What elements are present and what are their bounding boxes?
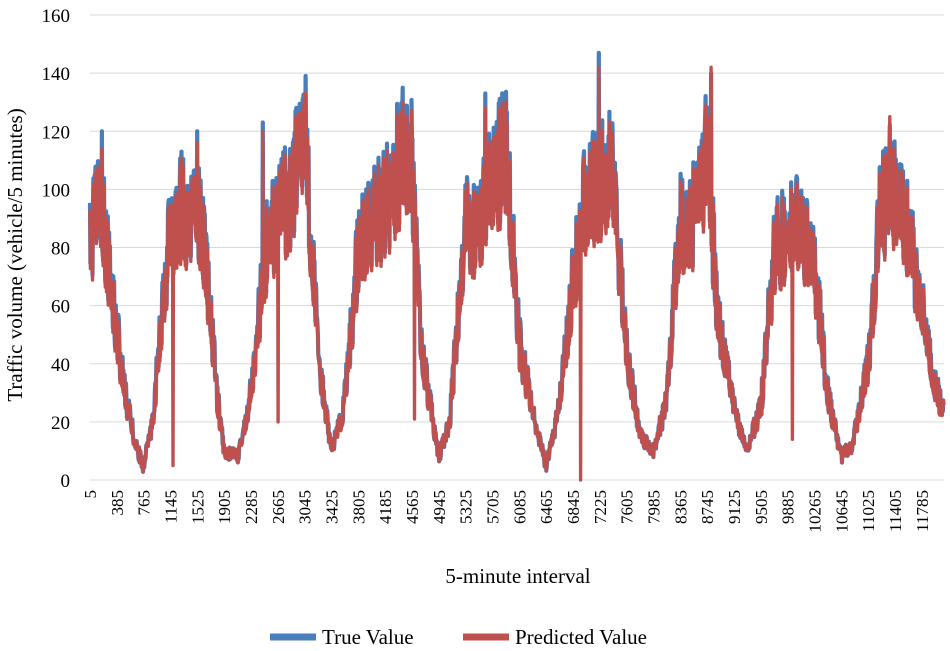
x-tick-label: 1145 xyxy=(161,490,180,523)
x-tick-label: 5 xyxy=(81,490,100,499)
x-tick-label: 1525 xyxy=(188,490,207,524)
y-tick-label: 20 xyxy=(51,413,70,434)
x-tick-label: 3425 xyxy=(322,490,341,524)
x-tick-label: 385 xyxy=(108,490,127,516)
x-tick-label: 9885 xyxy=(779,490,798,524)
x-tick-label: 11785 xyxy=(913,490,932,532)
x-tick-label: 9505 xyxy=(752,490,771,524)
x-tick-label: 7225 xyxy=(591,490,610,524)
x-tick-label: 1905 xyxy=(215,490,234,524)
x-tick-label: 4565 xyxy=(403,490,422,524)
x-tick-label: 6085 xyxy=(510,490,529,524)
x-tick-label: 4185 xyxy=(376,490,395,524)
y-tick-label: 60 xyxy=(51,297,70,318)
x-tick-label: 765 xyxy=(135,490,154,516)
x-tick-labels: 5 385 765 1145 1525 1905 2285 2665 3045 3425 3805 4… xyxy=(81,490,932,533)
x-tick-label: 11025 xyxy=(859,490,878,532)
legend-label-true-value: True Value xyxy=(322,625,414,649)
x-tick-label: 9125 xyxy=(725,490,744,524)
y-tick-label: 160 xyxy=(42,6,71,27)
series-line-predicted-value xyxy=(88,65,946,482)
x-tick-label: 8365 xyxy=(671,490,690,524)
y-tick-label: 80 xyxy=(51,239,70,260)
y-tick-label: 140 xyxy=(42,64,71,85)
x-tick-label: 3805 xyxy=(349,490,368,524)
x-tick-label: 4945 xyxy=(430,490,449,524)
series-layer xyxy=(87,50,946,482)
y-tick-label: 100 xyxy=(42,180,71,201)
x-tick-label: 2665 xyxy=(269,490,288,524)
x-tick-label: 7985 xyxy=(644,490,663,524)
y-tick-label: 0 xyxy=(61,471,71,492)
x-tick-label: 5325 xyxy=(457,490,476,524)
legend: True Value Predicted Value xyxy=(270,625,647,649)
x-axis-title: 5-minute interval xyxy=(445,564,590,588)
y-tick-labels: 0 20 40 60 80 100 120 140 160 xyxy=(42,6,71,492)
x-tick-label: 3045 xyxy=(296,490,315,524)
x-tick-label: 7605 xyxy=(618,490,637,524)
y-axis-title: Traffic volume (vehicle/5 minutes) xyxy=(3,108,27,401)
y-tick-label: 40 xyxy=(51,355,70,376)
x-tick-label: 10265 xyxy=(805,490,824,533)
x-tick-label: 8745 xyxy=(698,490,717,524)
x-tick-label: 10645 xyxy=(832,490,851,533)
y-tick-label: 120 xyxy=(42,122,71,143)
x-tick-label: 6465 xyxy=(537,490,556,524)
x-tick-label: 5705 xyxy=(483,490,502,524)
x-tick-label: 2285 xyxy=(242,490,261,524)
legend-label-predicted-value: Predicted Value xyxy=(515,625,647,649)
x-tick-label: 6845 xyxy=(564,490,583,524)
x-tick-label: 11405 xyxy=(886,490,905,532)
gridlines xyxy=(90,14,944,481)
